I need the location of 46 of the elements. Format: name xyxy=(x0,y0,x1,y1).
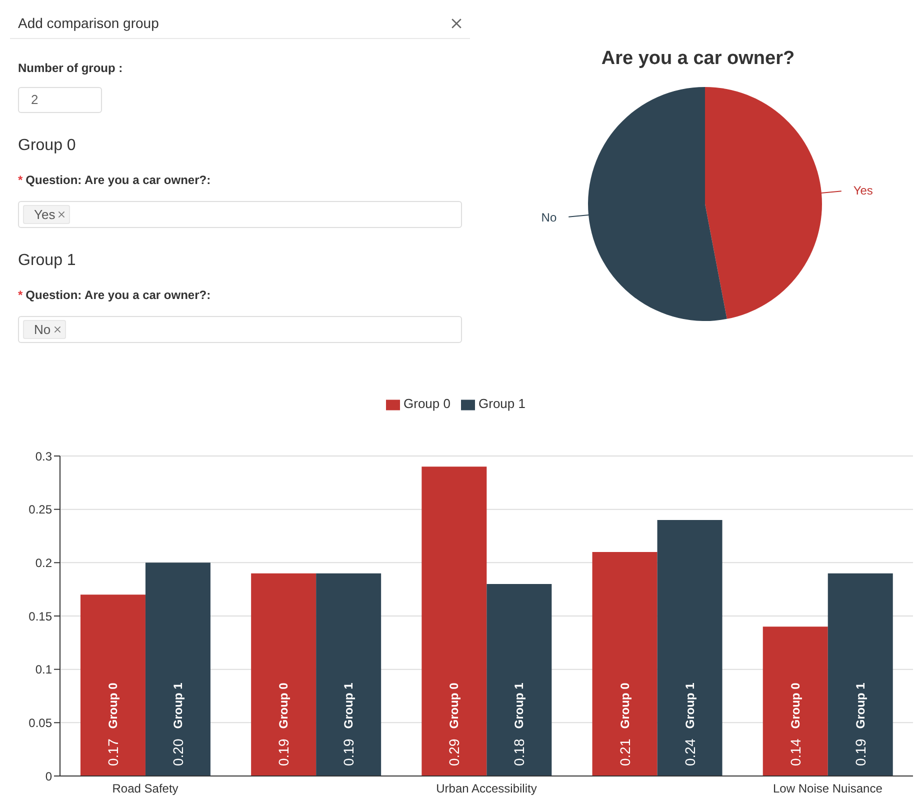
data-label: 0.14 xyxy=(787,738,804,766)
y-tick-label: 0.3 xyxy=(35,449,52,464)
data-label: 0.17 xyxy=(104,738,121,766)
text: Number of group : xyxy=(18,61,124,75)
y-tick-label: 0.2 xyxy=(35,556,52,570)
text: 2 xyxy=(18,87,102,113)
text: Group 1 xyxy=(512,682,526,729)
chart-title: Are you a car owner? xyxy=(600,48,796,71)
legend-label: Group 1 xyxy=(478,396,526,411)
text: Group 0 xyxy=(106,682,120,729)
text: Group 0 xyxy=(618,682,632,729)
text: Yes xyxy=(23,205,70,224)
text: Group 0 xyxy=(788,682,802,729)
text: Group 1 xyxy=(342,682,356,729)
y-tick-label: 0.25 xyxy=(28,502,52,517)
slice-label: Yes xyxy=(853,183,873,198)
data-label: 0.20 xyxy=(170,738,186,766)
data-label: 0.19 xyxy=(340,738,357,766)
data-label: 0.24 xyxy=(682,738,698,766)
text: Group 1 xyxy=(682,682,697,729)
text: Group 1 xyxy=(170,682,185,729)
data-label: 0.19 xyxy=(852,738,868,766)
text: Group 1 xyxy=(18,252,77,270)
data-label: 0.29 xyxy=(446,738,462,766)
text: * xyxy=(18,288,23,302)
y-tick-label: 0.1 xyxy=(35,662,52,677)
slice-label: No xyxy=(541,210,557,225)
text: Group 1 xyxy=(853,682,868,729)
text: Group 0 xyxy=(447,682,462,729)
data-label: 0.19 xyxy=(276,738,292,766)
x-tick-label: Low Noise Nuisance xyxy=(773,782,883,796)
text: Group 0 xyxy=(276,682,291,729)
x-tick-label: Road Safety xyxy=(112,782,178,796)
x-tick-label: Urban Accessibility xyxy=(436,782,537,796)
text: No xyxy=(23,320,66,339)
y-tick-label: 0.15 xyxy=(28,609,52,624)
data-label: 0.21 xyxy=(616,738,633,766)
data-label: 0.18 xyxy=(511,738,528,766)
text: Question: Are you a car owner?: xyxy=(26,173,211,187)
text: Add comparison group xyxy=(18,15,159,31)
text: Question: Are you a car owner?: xyxy=(26,288,211,302)
text: * xyxy=(18,173,23,187)
legend-label: Group 0 xyxy=(404,396,450,411)
text: Group 0 xyxy=(18,137,77,155)
y-tick-label: 0.05 xyxy=(28,716,52,730)
y-tick-label: 0 xyxy=(45,769,52,784)
